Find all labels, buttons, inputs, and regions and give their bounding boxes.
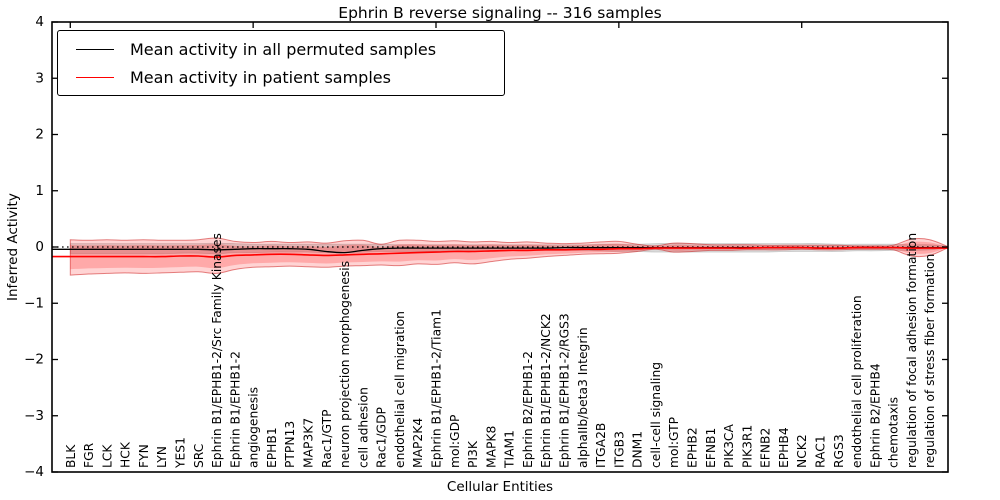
x-tick-label: PIK3CA xyxy=(722,423,736,468)
x-tick-label: Ephrin B1/EPHB1-2/Src Family Kinases xyxy=(210,233,224,468)
x-tick-label: ITGA2B xyxy=(594,423,608,468)
x-tick-label: EPHB4 xyxy=(777,427,791,468)
legend-item-permuted: Mean activity in all permuted samples xyxy=(76,40,504,59)
x-tick-label: FYN xyxy=(137,444,151,468)
x-tick-label: Ephrin B1/EPHB1-2 xyxy=(228,351,242,468)
x-tick-label: Ephrin B1/EPHB1-2/NCK2 xyxy=(539,313,553,468)
x-tick-label: NCK2 xyxy=(795,434,809,468)
x-tick-label: neuron projection morphogenesis xyxy=(338,261,352,468)
x-tick-label: endothelial cell proliferation xyxy=(850,295,864,468)
x-tick-label: FGR xyxy=(82,442,96,468)
patient-line-swatch-icon xyxy=(76,76,114,78)
x-tick-label: regulation of focal adhesion formation xyxy=(905,233,919,468)
x-tick-label: HCK xyxy=(119,441,133,468)
x-tick-label: EFNB1 xyxy=(704,428,718,468)
x-tick-label: LCK xyxy=(100,444,114,468)
x-tick-label: cell adhesion xyxy=(356,387,370,468)
x-tick-label: angiogenesis xyxy=(247,387,261,468)
x-tick-label: EFNB2 xyxy=(759,428,773,468)
x-tick-label: SRC xyxy=(192,444,206,468)
x-tick-label: ITGB3 xyxy=(612,431,626,468)
x-tick-label: RGS3 xyxy=(832,434,846,468)
patient-mean-line xyxy=(52,246,948,258)
x-tick-label: TIAM1 xyxy=(503,430,517,469)
chart-title: Ephrin B reverse signaling -- 316 sample… xyxy=(338,4,662,22)
x-tick-label: EPHB2 xyxy=(686,427,700,468)
legend-label-patient: Mean activity in patient samples xyxy=(130,67,391,87)
x-tick-label: cell-cell signaling xyxy=(649,362,663,468)
x-tick-label: PTPN13 xyxy=(283,421,297,468)
x-tick-label: EPHB1 xyxy=(265,427,279,468)
x-axis-label: Cellular Entities xyxy=(446,479,554,495)
x-tick-label: Ephrin B1/EPHB1-2/Tiam1 xyxy=(430,309,444,468)
x-tick-label: alphaIIb/beta3 Integrin xyxy=(576,327,590,468)
x-tick-label: Rac1/GDP xyxy=(375,407,389,468)
y-tick-label: −3 xyxy=(24,408,44,424)
x-tick-label: PI3K xyxy=(466,440,480,468)
permuted-line-swatch-icon xyxy=(76,48,114,50)
y-axis-label: Inferred Activity xyxy=(5,193,21,301)
legend: Mean activity in all permuted samples Me… xyxy=(57,30,505,96)
y-tick-label: 3 xyxy=(35,70,44,86)
x-tick-label: MAPK8 xyxy=(484,426,498,468)
y-tick-label: 0 xyxy=(35,239,44,255)
x-tick-label: BLK xyxy=(64,444,78,468)
x-tick-label: regulation of stress fiber formation xyxy=(923,254,937,468)
x-tick-label: Ephrin B1/EPHB1-2/RGS3 xyxy=(558,313,572,468)
x-tick-label: endothelial cell migration xyxy=(393,311,407,468)
legend-item-patient: Mean activity in patient samples xyxy=(76,68,504,87)
x-tick-label: Rac1/GTP xyxy=(320,409,334,468)
y-tick-label: −1 xyxy=(24,295,44,311)
x-tick-label: Ephrin B2/EPHB4 xyxy=(868,363,882,468)
x-tick-label: Ephrin B2/EPHB1-2 xyxy=(521,351,535,468)
y-tick-label: 2 xyxy=(35,127,44,143)
y-tick-label: −2 xyxy=(24,352,44,368)
x-tick-label: PIK3R1 xyxy=(740,425,754,468)
x-tick-label: chemotaxis xyxy=(887,397,901,468)
x-tick-label: DNM1 xyxy=(631,431,645,468)
y-tick-label: 4 xyxy=(35,14,44,30)
x-tick-label: mol:GDP xyxy=(448,415,462,468)
x-tick-label: LYN xyxy=(155,446,169,468)
x-tick-label: mol:GTP xyxy=(667,417,681,468)
x-tick-label: YES1 xyxy=(174,437,188,469)
y-tick-label: −4 xyxy=(24,464,44,480)
y-tick-label: 1 xyxy=(35,183,44,199)
x-tick-label: MAP2K4 xyxy=(411,418,425,468)
x-tick-label: RAC1 xyxy=(814,435,828,468)
x-tick-label: MAP3K7 xyxy=(302,418,316,468)
legend-label-permuted: Mean activity in all permuted samples xyxy=(130,39,437,59)
